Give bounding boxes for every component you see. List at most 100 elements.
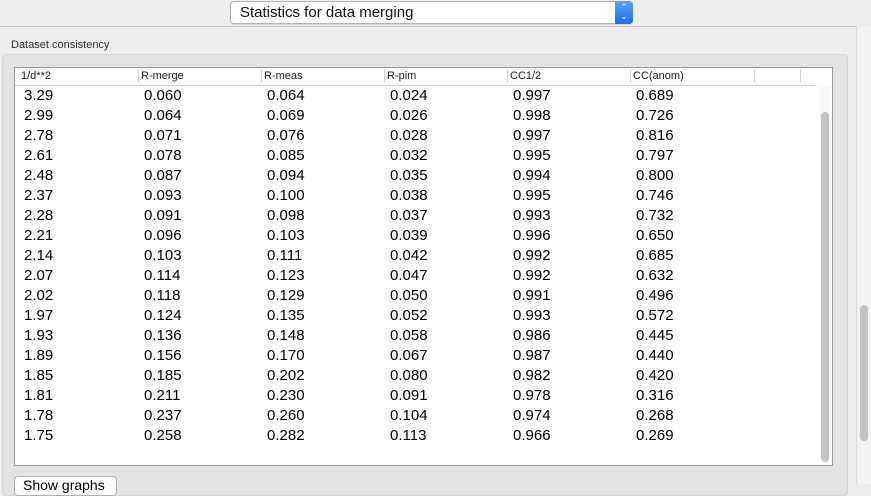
table-cell: 0.096 — [144, 227, 182, 244]
table-cell: 1.93 — [24, 327, 54, 344]
table-cell: 0.816 — [636, 127, 674, 144]
table-cell: 0.148 — [267, 327, 305, 344]
table-cell: 0.104 — [390, 407, 428, 424]
table-cell: 0.978 — [513, 387, 551, 404]
table-cell: 0.035 — [390, 167, 428, 184]
table-cell: 0.991 — [513, 287, 551, 304]
table-row[interactable]: 2.21 0.096 0.103 0.039 0.996 0.650 — [15, 227, 815, 247]
table-row[interactable]: 1.81 0.211 0.230 0.091 0.978 0.316 — [15, 387, 815, 407]
table-cell: 0.080 — [390, 367, 428, 384]
column-header[interactable]: CC1/2 — [510, 70, 542, 82]
table-cell: 0.993 — [513, 207, 551, 224]
table-row[interactable]: 1.93 0.136 0.148 0.058 0.986 0.445 — [15, 327, 815, 347]
table-cell: 0.100 — [267, 187, 305, 204]
table-row[interactable]: 2.48 0.087 0.094 0.035 0.994 0.800 — [15, 167, 815, 187]
table-cell: 0.997 — [513, 87, 551, 104]
table-cell: 0.094 — [267, 167, 305, 184]
column-separator[interactable] — [800, 70, 801, 82]
table-cell: 0.282 — [267, 427, 305, 444]
table-cell: 0.995 — [513, 187, 551, 204]
column-separator[interactable] — [630, 70, 631, 82]
table-row[interactable]: 3.29 0.060 0.064 0.024 0.997 0.689 — [15, 87, 815, 107]
table-cell: 0.496 — [636, 287, 674, 304]
table-cell: 2.78 — [24, 127, 54, 144]
table-cell: 0.992 — [513, 247, 551, 264]
table-row[interactable]: 2.14 0.103 0.111 0.042 0.992 0.685 — [15, 247, 815, 267]
column-header[interactable]: R-pim — [387, 70, 417, 82]
table-cell: 0.076 — [267, 127, 305, 144]
table-cell: 0.986 — [513, 327, 551, 344]
table-cell: 1.97 — [24, 307, 54, 324]
table-row[interactable]: 2.07 0.114 0.123 0.047 0.992 0.632 — [15, 267, 815, 287]
table-row[interactable]: 2.28 0.091 0.098 0.037 0.993 0.732 — [15, 207, 815, 227]
table-cell: 2.07 — [24, 267, 54, 284]
column-separator[interactable] — [507, 70, 508, 82]
table-cell: 1.81 — [24, 387, 54, 404]
table-row[interactable]: 1.97 0.124 0.135 0.052 0.993 0.572 — [15, 307, 815, 327]
column-separator[interactable] — [138, 70, 139, 82]
table-cell: 0.650 — [636, 227, 674, 244]
table-cell: 0.440 — [636, 347, 674, 364]
table-row[interactable]: 2.99 0.064 0.069 0.026 0.998 0.726 — [15, 107, 815, 127]
column-header[interactable]: CC(anom) — [633, 70, 684, 82]
table-cell: 0.047 — [390, 267, 428, 284]
window-scrollbar[interactable] — [856, 26, 871, 484]
table-row[interactable]: 2.37 0.093 0.100 0.038 0.995 0.746 — [15, 187, 815, 207]
table-row[interactable]: 1.75 0.258 0.282 0.113 0.966 0.269 — [15, 427, 815, 447]
table-row[interactable]: 1.89 0.156 0.170 0.067 0.987 0.440 — [15, 347, 815, 367]
table-cell: 0.966 — [513, 427, 551, 444]
table-scrollbar-thumb[interactable] — [821, 112, 829, 462]
table-cell: 0.114 — [144, 267, 181, 284]
table-cell: 0.091 — [390, 387, 428, 404]
table-row[interactable]: 2.78 0.071 0.076 0.028 0.997 0.816 — [15, 127, 815, 147]
statistics-dropdown[interactable]: Statistics for data merging ⌃ ⌄ — [230, 1, 633, 24]
table-cell: 0.996 — [513, 227, 551, 244]
table-cell: 0.129 — [267, 287, 305, 304]
table-cell: 2.61 — [24, 147, 54, 164]
table-cell: 0.689 — [636, 87, 674, 104]
table-row[interactable]: 1.85 0.185 0.202 0.080 0.982 0.420 — [15, 367, 815, 387]
table-cell: 0.445 — [636, 327, 674, 344]
table-cell: 0.995 — [513, 147, 551, 164]
dropdown-selected-value: Statistics for data merging — [240, 4, 414, 21]
column-separator[interactable] — [261, 70, 262, 82]
table-cell: 0.993 — [513, 307, 551, 324]
table-header: 1/d**2 R-merge R-meas R-pim CC1/2 CC(anom) — [15, 68, 815, 86]
table-cell: 0.258 — [144, 427, 182, 444]
table-cell: 0.032 — [390, 147, 428, 164]
show-graphs-button[interactable]: Show graphs — [14, 476, 117, 496]
table-cell: 0.260 — [267, 407, 305, 424]
table-cell: 0.067 — [390, 347, 428, 364]
column-header[interactable]: R-meas — [264, 70, 303, 82]
column-header[interactable]: 1/d**2 — [21, 70, 51, 82]
table-cell: 0.071 — [144, 127, 182, 144]
table-cell: 0.994 — [513, 167, 551, 184]
table-cell: 0.572 — [636, 307, 674, 324]
table-row[interactable]: 2.61 0.078 0.085 0.032 0.995 0.797 — [15, 147, 815, 167]
table-scrollbar[interactable] — [820, 86, 831, 463]
top-bar: Statistics for data merging ⌃ ⌄ — [0, 0, 871, 27]
table-cell: 0.037 — [390, 207, 428, 224]
table-cell: 2.99 — [24, 107, 54, 124]
table-cell: 0.093 — [144, 187, 182, 204]
table-row[interactable]: 2.02 0.118 0.129 0.050 0.991 0.496 — [15, 287, 815, 307]
table-row[interactable]: 1.78 0.237 0.260 0.104 0.974 0.268 — [15, 407, 815, 427]
table-cell: 0.746 — [636, 187, 674, 204]
table-cell: 0.987 — [513, 347, 551, 364]
table-cell: 0.420 — [636, 367, 674, 384]
table-cell: 1.75 — [24, 427, 54, 444]
table-cell: 0.685 — [636, 247, 674, 264]
table-cell: 2.02 — [24, 287, 54, 304]
table-cell: 0.211 — [144, 387, 181, 404]
table-cell: 2.21 — [24, 227, 54, 244]
column-separator[interactable] — [754, 70, 755, 82]
window-scrollbar-thumb[interactable] — [860, 305, 868, 441]
table-cell: 0.069 — [267, 107, 305, 124]
table-cell: 2.48 — [24, 167, 54, 184]
table-cell: 0.026 — [390, 107, 428, 124]
column-separator[interactable] — [384, 70, 385, 82]
table-cell: 0.632 — [636, 267, 674, 284]
column-header[interactable]: R-merge — [141, 70, 184, 82]
table-cell: 0.732 — [636, 207, 674, 224]
table-cell: 0.268 — [636, 407, 674, 424]
